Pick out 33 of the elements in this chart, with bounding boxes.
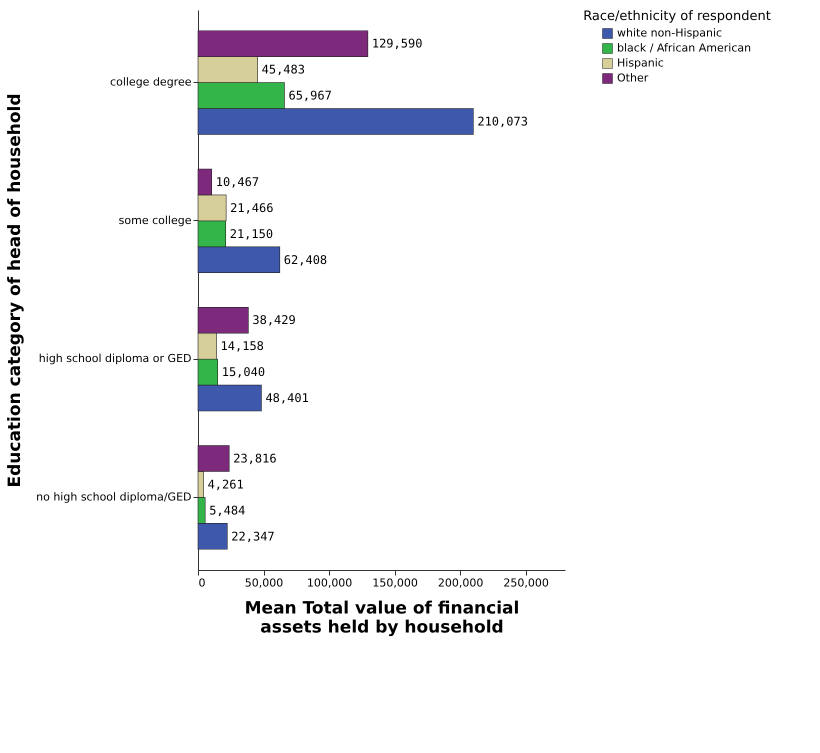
y-tick-label: no high school diploma/GED — [36, 490, 192, 504]
data-label: 38,429 — [252, 313, 296, 328]
legend-label: white non-Hispanic — [617, 26, 722, 40]
y-axis-title: Education category of head of household — [5, 93, 26, 488]
x-tick-label: 50,000 — [244, 576, 284, 590]
data-label: 5,484 — [209, 503, 246, 518]
x-tick-label: 150,000 — [372, 576, 418, 590]
data-label: 129,590 — [372, 36, 422, 51]
data-label: 10,467 — [216, 174, 260, 189]
x-axis-title: Mean Total value of financial assets held by household — [244, 598, 520, 638]
legend-label: Hispanic — [617, 56, 664, 70]
legend-label: Other — [617, 72, 649, 84]
data-label: 45,483 — [262, 62, 305, 77]
x-tick-label: 100,000 — [306, 576, 352, 590]
data-label: 15,040 — [222, 365, 266, 380]
data-label: 65,967 — [288, 88, 332, 103]
y-tick-label: college degree — [110, 76, 192, 89]
x-tick-label: 200,000 — [438, 576, 484, 590]
data-label: 21,150 — [230, 226, 274, 241]
data-label: 4,261 — [208, 477, 244, 492]
legend-title: Race/ethnicity of respondent — [583, 9, 771, 24]
data-label: 23,816 — [233, 452, 277, 466]
data-label: 21,466 — [230, 200, 274, 215]
y-tick-label: some college — [118, 214, 192, 227]
data-label: 210,073 — [477, 114, 528, 128]
x-tick-label: 250,000 — [503, 576, 549, 590]
x-tick-label: 0 — [198, 576, 206, 590]
legend-label: black / African American — [617, 42, 752, 54]
data-label: 14,158 — [220, 339, 264, 354]
data-label: 22,347 — [231, 529, 275, 544]
y-tick-label: high school diploma or GED — [38, 352, 192, 366]
data-label: 48,401 — [265, 391, 309, 406]
data-label: 62,408 — [284, 252, 328, 267]
